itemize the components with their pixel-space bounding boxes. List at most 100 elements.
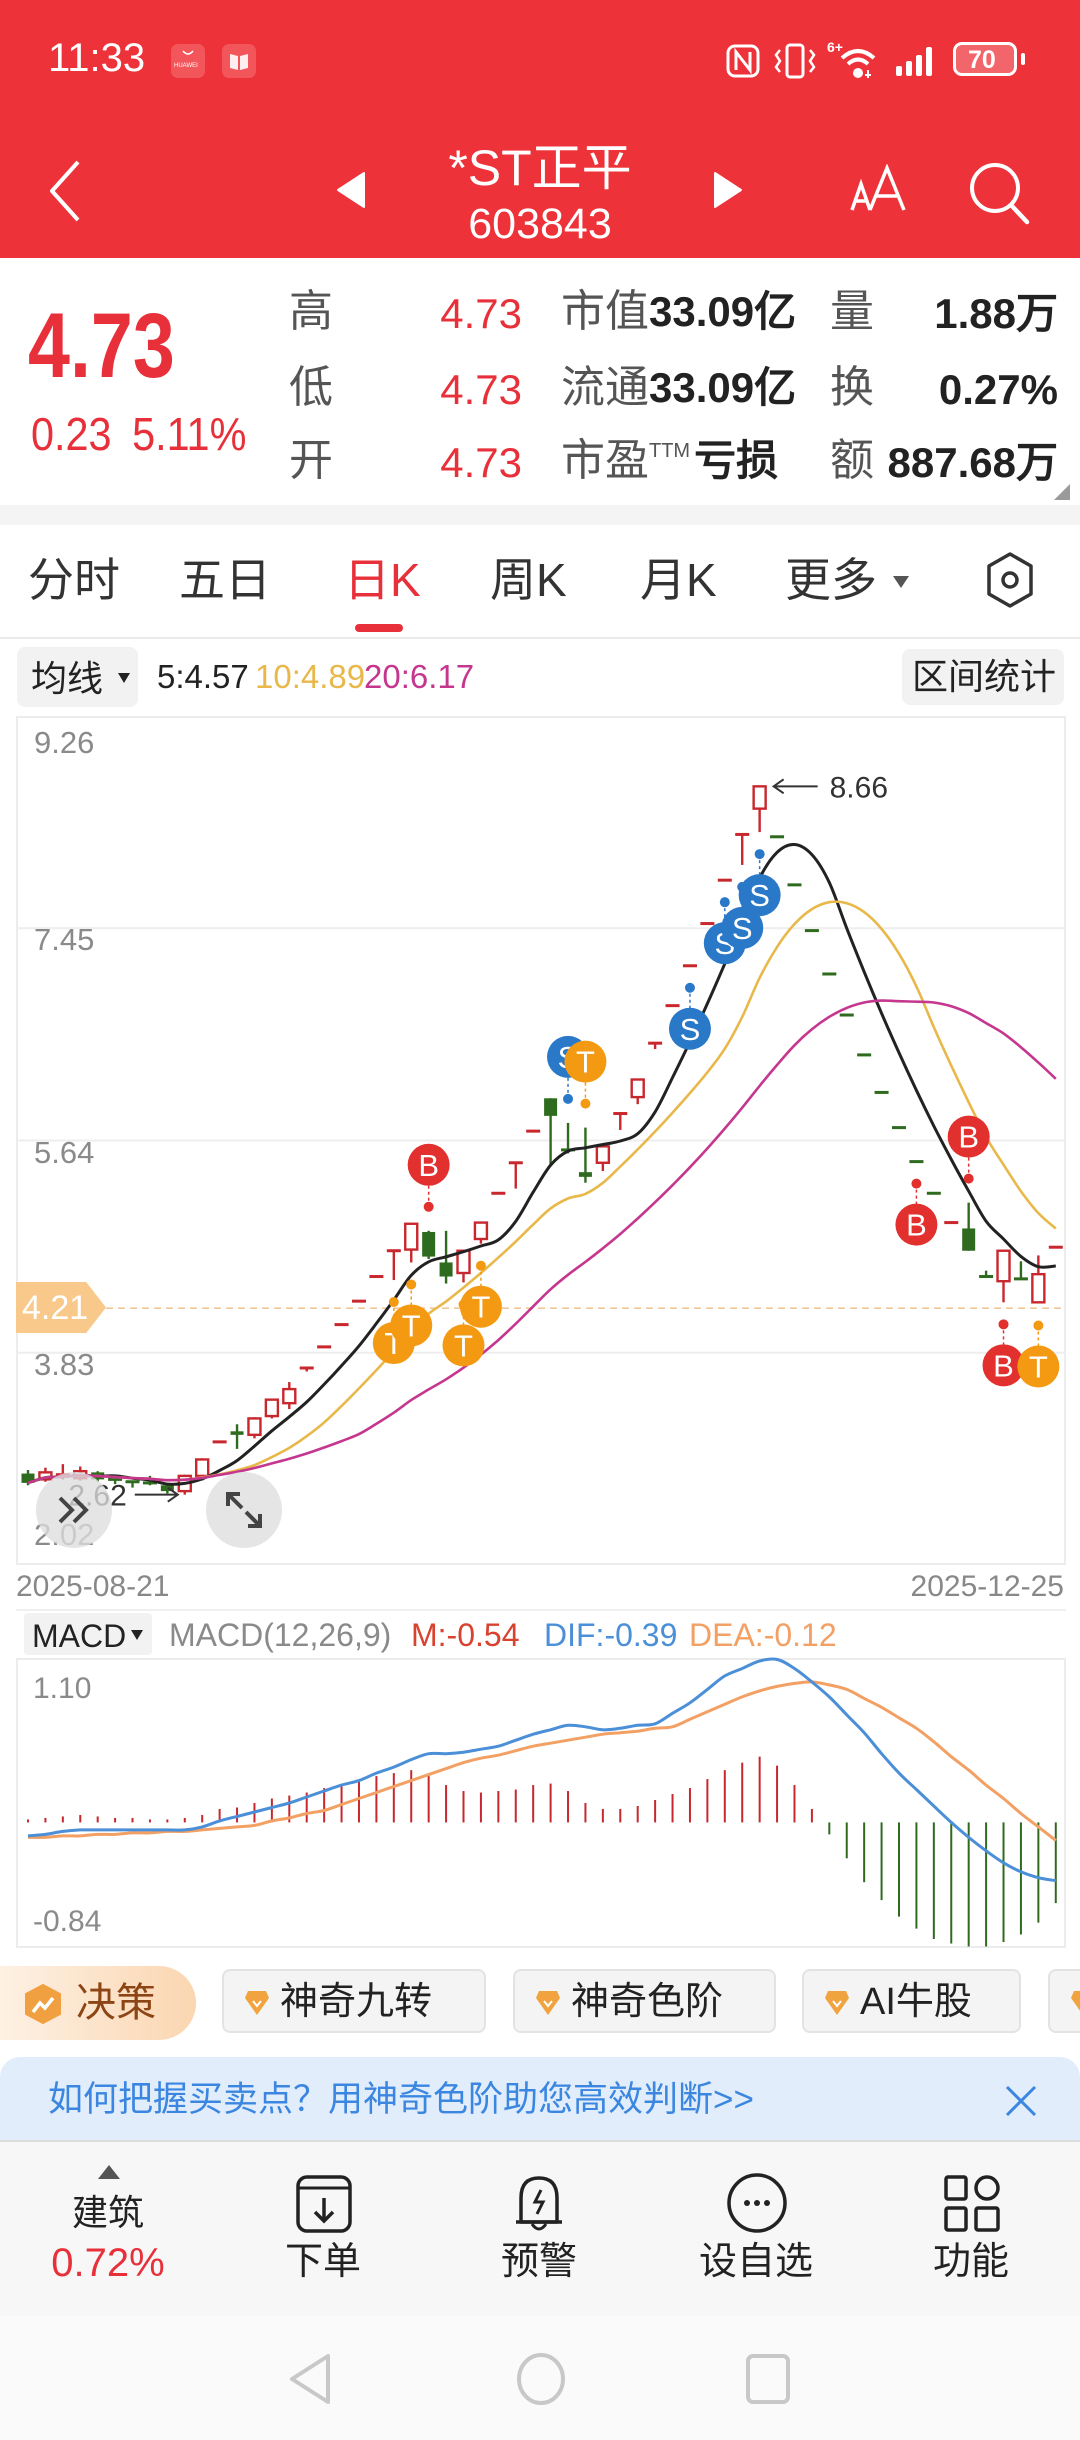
reference-price-tag[interactable]: 4.21 (16, 1282, 106, 1333)
nav-functions-label: 功能 (932, 2241, 1009, 2283)
decision-button[interactable]: 决策 (0, 1966, 196, 2040)
candle (544, 1098, 558, 1166)
signal-dot (963, 1173, 974, 1184)
nav-functions[interactable]: 功能 (891, 2170, 1051, 2290)
sector-quote[interactable]: 建筑 0.72% (28, 2155, 188, 2295)
market-cap-value: 33.09亿 (649, 288, 797, 335)
feature-button-color-scale[interactable]: 神奇色阶 (513, 1969, 776, 2033)
candle-body (422, 1231, 436, 1257)
feature-button-more[interactable] (1048, 1969, 1080, 2033)
feature-button-ai-stocks[interactable]: AI牛股 (802, 1969, 1021, 2033)
candle-body (717, 878, 732, 882)
nav-alert[interactable]: 预警 (459, 2170, 619, 2290)
chevron-down-icon (893, 576, 909, 588)
chevron-down-icon (118, 673, 130, 683)
tabs-divider (0, 637, 1080, 639)
tab-intraday[interactable]: 分时 (28, 554, 120, 606)
signal-markers: TTBTTSTSSSSBBBT (372, 849, 1060, 1388)
candle-body (160, 1485, 174, 1492)
amount-label: 额 (830, 436, 874, 485)
candle (770, 835, 785, 839)
nav-order[interactable]: 下单 (243, 2170, 403, 2290)
system-recents-icon[interactable] (744, 2352, 792, 2406)
kline-chart[interactable]: 8.662.62TTBTTSTSSSSBBBT (16, 716, 1066, 1565)
search-icon[interactable] (966, 160, 1032, 226)
promo-banner-text[interactable]: 如何把握买卖点？用神奇色阶助您高效判断>> (48, 2080, 754, 2119)
candle-body (125, 1480, 140, 1484)
signal-badge (442, 1324, 485, 1367)
tab-monthly-k[interactable]: 月K (640, 554, 717, 606)
tab-five-day[interactable]: 五日 (179, 554, 271, 606)
candle (874, 1090, 889, 1094)
candle-body (1048, 1245, 1063, 1249)
candle-body (108, 1477, 123, 1481)
candle-body (996, 1249, 1011, 1283)
x-tick-end: 2025-12-25 (910, 1570, 1064, 1603)
candle (752, 785, 767, 833)
candle-body (334, 1323, 349, 1327)
order-icon (296, 2175, 352, 2233)
ma10-value: 10:4.89 (255, 658, 366, 695)
nav-add-watchlist[interactable]: 设自选 (676, 2170, 836, 2290)
candle-body (439, 1262, 453, 1277)
expand-quote-icon[interactable] (1052, 482, 1072, 502)
fullscreen-button[interactable] (206, 1472, 282, 1548)
macd-dea-value: DEA:-0.12 (689, 1617, 837, 1653)
high-price-label: 8.66 (830, 771, 888, 804)
signal-label: T (471, 1290, 490, 1325)
y-tick-label: 3.83 (34, 1347, 95, 1382)
system-nav-bar (0, 2316, 1080, 2440)
settings-icon[interactable] (984, 551, 1036, 609)
stock-code: 603843 (468, 200, 612, 248)
candle-body (839, 1013, 854, 1017)
candle-body (857, 1053, 872, 1057)
candle (717, 878, 732, 882)
candle (526, 1129, 541, 1133)
wifi-icon (840, 49, 876, 78)
bell-icon (516, 2176, 562, 2231)
battery-level: 70 (968, 46, 996, 74)
candle-body (491, 1191, 506, 1195)
tab-daily-k[interactable]: 日K (344, 554, 421, 606)
candle-body (892, 1126, 906, 1130)
candle (996, 1249, 1011, 1303)
feature-label: 神奇九转 (280, 1981, 433, 2023)
collapse-panel-button[interactable] (36, 1472, 112, 1548)
ma-selector[interactable]: 均线 (17, 647, 138, 707)
system-home-icon[interactable] (514, 2352, 568, 2406)
tab-more[interactable]: 更多 (785, 554, 877, 606)
candle (317, 1345, 332, 1349)
diamond-icon (245, 1991, 269, 2015)
add-watchlist-icon (727, 2173, 787, 2233)
prev-stock-icon[interactable] (334, 170, 368, 210)
indicator-selector[interactable]: MACD (24, 1613, 152, 1655)
candle-body (230, 1431, 244, 1435)
candle-body (526, 1129, 541, 1133)
range-stats-button[interactable]: 区间统计 (902, 649, 1064, 705)
feature-button-nine-turns[interactable]: 神奇九转 (222, 1969, 486, 2033)
battery-icon: 70 (953, 42, 1017, 76)
section-divider (0, 505, 1080, 525)
candle (508, 1161, 523, 1189)
signal-label: S (680, 1012, 701, 1047)
amount-value: 887.68万 (887, 439, 1058, 486)
indicator-selector-label: MACD (32, 1618, 127, 1654)
signal-label: B (418, 1148, 439, 1183)
system-back-icon[interactable] (286, 2352, 334, 2406)
tab-weekly-k[interactable]: 周K (490, 554, 567, 606)
next-stock-icon[interactable] (711, 170, 745, 210)
pe-value: 亏损 (694, 437, 779, 484)
macd-chart[interactable] (16, 1657, 1066, 1948)
signal-dot (406, 1279, 417, 1290)
signal-marker-b: B (407, 1143, 450, 1212)
close-icon[interactable] (1003, 2083, 1039, 2119)
back-icon[interactable] (44, 158, 86, 224)
candle (230, 1424, 244, 1449)
low-price-arrowhead (167, 1486, 180, 1503)
promo-banner[interactable]: 如何把握买卖点？用神奇色阶助您高效判断>> (0, 2057, 1080, 2141)
signal-badge (564, 1040, 607, 1083)
sector-change: 0.72% (51, 2241, 165, 2285)
nav-order-label: 下单 (284, 2241, 361, 2283)
font-size-icon[interactable] (848, 164, 910, 214)
signal-badge (895, 1203, 938, 1246)
